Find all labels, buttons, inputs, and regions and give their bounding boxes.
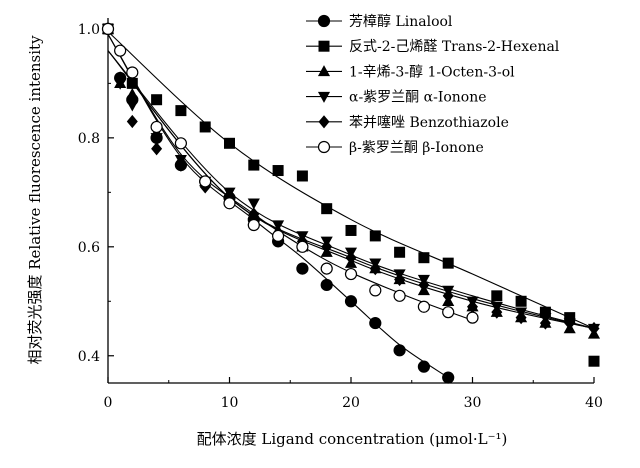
data-point-series-6 bbox=[223, 197, 236, 210]
x-tick-label: 20 bbox=[342, 395, 360, 411]
data-point-series-2 bbox=[321, 203, 333, 215]
data-point-series-5 bbox=[394, 272, 406, 287]
data-point-series-1 bbox=[442, 371, 455, 384]
data-point-series-2 bbox=[369, 230, 381, 242]
data-point-series-2 bbox=[126, 77, 138, 89]
data-point-series-2 bbox=[588, 355, 600, 367]
data-point-series-6 bbox=[442, 306, 455, 319]
data-point-series-6 bbox=[174, 137, 187, 150]
legend-marker-5 bbox=[318, 115, 330, 129]
data-point-series-2 bbox=[272, 165, 284, 177]
legend-label-5: 苯并噻唑 Benzothiazole bbox=[349, 114, 509, 131]
data-point-series-6 bbox=[466, 311, 479, 324]
data-point-series-2 bbox=[345, 224, 357, 236]
x-tick-label: 0 bbox=[104, 395, 113, 411]
legend-label-3: 1-辛烯-3-醇 1-Octen-3-ol bbox=[349, 63, 515, 80]
data-point-series-2 bbox=[151, 94, 163, 106]
data-point-series-6 bbox=[114, 44, 127, 57]
data-point-series-6 bbox=[150, 120, 163, 134]
y-tick-label: 0.8 bbox=[78, 131, 100, 147]
data-point-series-6 bbox=[272, 229, 285, 243]
data-point-series-2 bbox=[224, 137, 235, 149]
fit-line-series-2 bbox=[107, 31, 595, 330]
legend-label-2: 反式-2-己烯醛 Trans-2-Hexenal bbox=[349, 39, 560, 55]
legend-label-6: β-紫罗兰酮 β-Ionone bbox=[349, 140, 484, 156]
fit-line-series-1 bbox=[107, 34, 449, 379]
data-point-series-1 bbox=[344, 295, 358, 308]
data-point-series-4 bbox=[272, 220, 285, 232]
data-point-series-4 bbox=[247, 198, 260, 210]
data-point-series-1 bbox=[417, 360, 430, 373]
y-tick-label: 0.6 bbox=[78, 240, 100, 256]
data-point-series-6 bbox=[369, 284, 382, 297]
x-axis-label: 配体浓度 Ligand concentration (μmol·L⁻¹) bbox=[197, 430, 508, 448]
data-point-series-5 bbox=[175, 158, 187, 172]
data-point-series-1 bbox=[320, 278, 333, 292]
data-point-series-5 bbox=[491, 305, 503, 319]
legend-label-1: 芳樟醇 Linalool bbox=[349, 13, 453, 30]
x-tick-label: 40 bbox=[585, 395, 603, 411]
data-point-series-5 bbox=[248, 207, 260, 221]
data-point-series-6 bbox=[344, 267, 358, 281]
axes: 0 10 20 30 40 0.4 0.6 0.8 1.0 bbox=[78, 18, 603, 411]
data-point-series-5 bbox=[588, 321, 600, 336]
data-point-series-4 bbox=[126, 100, 139, 112]
data-point-series-6 bbox=[393, 289, 406, 302]
data-point-series-2 bbox=[539, 306, 551, 318]
data-point-series-2 bbox=[491, 290, 503, 302]
data-point-series-2 bbox=[442, 257, 454, 269]
data-point-series-6 bbox=[126, 66, 139, 79]
data-point-series-5 bbox=[467, 300, 478, 314]
fit-lines bbox=[107, 31, 595, 379]
y-tick-label: 0.4 bbox=[78, 349, 100, 365]
data-point-series-5 bbox=[126, 114, 138, 129]
data-point-series-6 bbox=[296, 240, 309, 253]
y-axis-label: 相对荧光强度 Relative fluorescence intensity bbox=[26, 35, 44, 365]
legend-marker-1 bbox=[317, 14, 331, 28]
legend-marker-2 bbox=[318, 40, 330, 52]
data-point-series-5 bbox=[418, 278, 430, 292]
data-points bbox=[101, 22, 601, 384]
data-point-series-5 bbox=[114, 71, 126, 85]
legend-marker-4 bbox=[317, 91, 331, 103]
x-tick-label: 30 bbox=[464, 395, 482, 411]
data-point-series-2 bbox=[296, 170, 308, 182]
data-point-series-5 bbox=[564, 316, 576, 330]
legend-label-4: α-紫罗兰酮 α-Ionone bbox=[349, 90, 487, 106]
data-point-series-2 bbox=[175, 105, 187, 117]
data-point-series-6 bbox=[101, 22, 115, 35]
data-point-series-2 bbox=[199, 121, 211, 133]
data-point-series-1 bbox=[296, 262, 309, 275]
data-point-series-4 bbox=[150, 133, 163, 145]
data-point-series-5 bbox=[151, 142, 163, 156]
legend-marker-6 bbox=[317, 140, 331, 154]
data-point-series-3 bbox=[126, 87, 139, 99]
legend: 芳樟醇 Linalool 反式-2-己烯醛 Trans-2-Hexenal 1-辛烯… bbox=[306, 13, 560, 156]
data-point-series-2 bbox=[515, 295, 527, 307]
data-point-series-1 bbox=[369, 316, 382, 330]
data-point-series-5 bbox=[321, 240, 333, 254]
data-point-series-2 bbox=[248, 159, 260, 171]
data-point-series-5 bbox=[369, 261, 381, 276]
y-tick-label: 1.0 bbox=[78, 22, 100, 38]
data-point-series-6 bbox=[247, 218, 260, 232]
data-point-series-1 bbox=[393, 344, 406, 357]
data-point-series-2 bbox=[418, 252, 430, 264]
data-point-series-5 bbox=[515, 311, 527, 325]
data-point-series-2 bbox=[394, 246, 406, 258]
x-tick-label: 10 bbox=[221, 395, 239, 411]
data-point-series-6 bbox=[417, 300, 430, 313]
data-point-series-6 bbox=[199, 175, 212, 188]
data-point-series-6 bbox=[320, 262, 333, 275]
data-point-series-5 bbox=[442, 289, 454, 303]
data-point-series-5 bbox=[345, 251, 357, 265]
data-point-series-5 bbox=[539, 316, 551, 330]
legend-marker-3 bbox=[317, 65, 331, 77]
